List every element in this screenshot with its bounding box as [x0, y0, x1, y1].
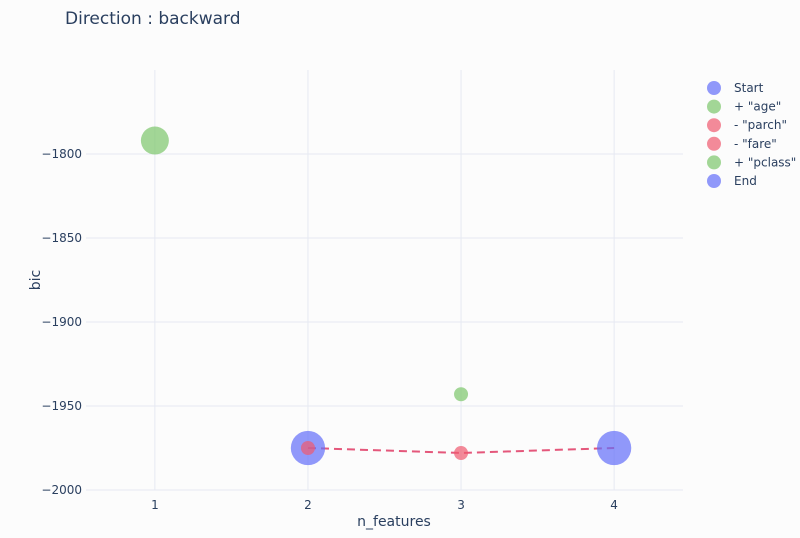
y-tick-label: −2000 [41, 483, 82, 497]
marker-point [596, 430, 632, 466]
legend-label: Start [734, 81, 764, 95]
legend-label: + "age" [734, 100, 781, 114]
marker-point [300, 441, 315, 455]
x-tick-label: 2 [304, 498, 312, 512]
grid-lines [86, 70, 683, 491]
chart-title: Direction : backward [65, 9, 241, 29]
legend-label: End [734, 174, 757, 188]
legend-marker [707, 174, 721, 188]
legend: Start + "age" - "parch" - "fare" + "pclass" E… [707, 81, 796, 188]
y-tick-label: −1850 [41, 231, 82, 245]
x-tick-label: 3 [457, 498, 465, 512]
legend-label: - "parch" [734, 118, 787, 132]
legend-marker [707, 136, 721, 151]
legend-marker [707, 155, 721, 170]
y-axis-title: bic [28, 270, 44, 290]
x-tick-label: 1 [151, 498, 159, 512]
marker-point [140, 126, 169, 155]
legend-label: - "fare" [734, 137, 777, 151]
x-tick-label: 4 [610, 498, 618, 512]
x-axis-title: n_features [357, 514, 431, 530]
legend-marker [707, 118, 721, 133]
legend-marker [707, 99, 721, 114]
legend-label: + "pclass" [734, 155, 796, 169]
legend-marker [707, 81, 721, 95]
marker-point [454, 387, 469, 402]
tick-labels: 1 2 3 4 −2000 −1950 −1900 −1850 −1800 [41, 147, 618, 512]
y-tick-label: −1900 [41, 315, 82, 329]
marker-point [454, 446, 469, 461]
y-tick-label: −1950 [41, 399, 82, 413]
markers-layer [140, 126, 632, 466]
y-tick-label: −1800 [41, 147, 82, 161]
